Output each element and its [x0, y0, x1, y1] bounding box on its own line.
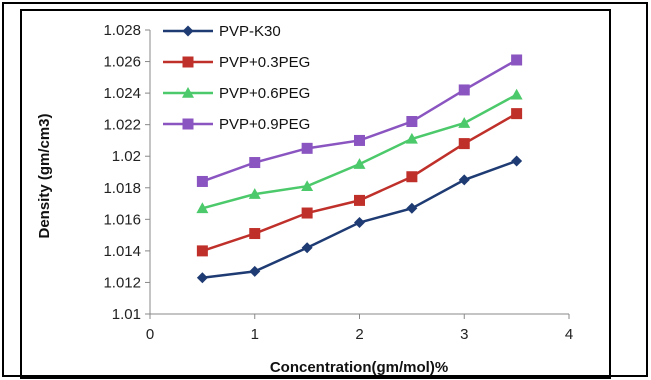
data-point [406, 171, 418, 183]
data-point [301, 242, 313, 254]
y-tick-label: 1.014 [103, 243, 141, 260]
y-tick-label: 1.012 [103, 274, 141, 291]
data-point [196, 175, 208, 187]
data-point [458, 117, 471, 128]
legend-label: PVP-K30 [219, 23, 281, 40]
legend-marker [182, 56, 194, 68]
data-point [458, 84, 470, 96]
data-point [511, 155, 523, 167]
data-point [249, 265, 261, 277]
data-point [354, 134, 365, 146]
y-tick-label: 1.02 [112, 148, 141, 165]
y-tick-labels: 1.01 1.012 1.014 1.016 1.018 1.02 1.022 1.024 1.… [103, 22, 150, 323]
legend-label: PVP+0.3PEG [219, 54, 310, 71]
chart-frame [20, 9, 611, 379]
data-point [196, 272, 208, 284]
y-axis-title: Density (gm/cm3) [36, 113, 53, 238]
x-tick-label: 2 [355, 326, 363, 343]
data-point [510, 88, 523, 100]
data-point [301, 180, 314, 191]
y-tick-label: 1.022 [103, 117, 141, 134]
series-0 [196, 155, 523, 284]
data-point [301, 207, 313, 219]
x-tick-label: 1 [251, 326, 259, 343]
data-point [406, 202, 418, 214]
y-tick-label: 1.028 [103, 22, 141, 39]
x-tick-label: 4 [565, 326, 573, 343]
series-3 [196, 54, 523, 187]
series-2 [196, 88, 523, 214]
y-tick-label: 1.016 [103, 211, 141, 228]
data-point [406, 116, 418, 128]
data-point [458, 174, 470, 186]
x-tick-label: 3 [460, 326, 468, 343]
legend-item: PVP+0.3PEG [163, 54, 310, 71]
x-axis-title: Concentration(gm/mol)% [270, 359, 448, 376]
data-point [354, 194, 365, 206]
data-point [405, 132, 418, 144]
data-point [354, 216, 365, 228]
data-point [196, 245, 208, 257]
data-point [249, 157, 261, 169]
legend-item: PVP+0.9PEG [163, 116, 310, 133]
series-line [202, 93, 518, 210]
data-point [511, 54, 523, 66]
x-tick-labels: 0 1 2 3 4 [146, 314, 573, 343]
data-point [511, 108, 523, 120]
legend-item: PVP-K30 [163, 23, 281, 40]
data-point [196, 202, 209, 214]
legend-marker [182, 25, 194, 37]
y-tick-label: 1.018 [103, 180, 141, 197]
y-tick-label: 1.026 [103, 54, 141, 71]
x-tick-label: 0 [146, 326, 154, 343]
data-point [458, 138, 470, 150]
legend-label: PVP+0.6PEG [219, 85, 310, 102]
legend-item: PVP+0.6PEG [163, 85, 310, 102]
outer-frame [2, 2, 648, 377]
data-point [248, 188, 261, 199]
y-tick-label: 1.01 [112, 306, 141, 323]
series-group [196, 54, 523, 284]
y-tick-label: 1.024 [103, 85, 141, 102]
data-point [249, 228, 261, 240]
data-point [301, 142, 313, 154]
legend-marker [182, 118, 194, 130]
data-point [353, 158, 366, 169]
series-1 [196, 108, 523, 257]
legend-label: PVP+0.9PEG [219, 116, 310, 133]
legend-marker [182, 87, 194, 98]
legend: PVP-K30 PVP+0.3PEG PVP+0.6PEG PVP+0.9PEG [163, 23, 310, 133]
axes [149, 30, 569, 315]
